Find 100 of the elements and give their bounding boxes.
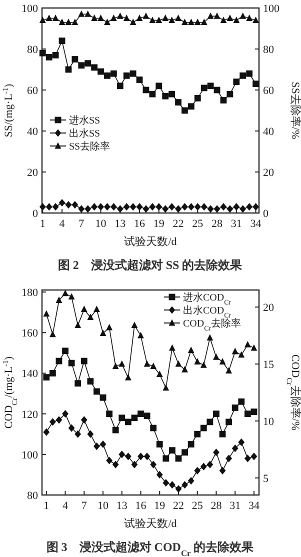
point <box>232 404 238 411</box>
point <box>46 14 52 21</box>
point <box>56 416 62 424</box>
y-tick-label: 120 <box>22 408 38 421</box>
point <box>94 442 100 450</box>
point <box>194 203 201 211</box>
point <box>213 448 220 456</box>
y-tick-label: 180 <box>22 287 38 300</box>
point <box>84 10 92 17</box>
point <box>226 205 234 213</box>
y-tick-label: 40 <box>27 126 38 138</box>
point <box>58 38 66 44</box>
point <box>149 90 156 98</box>
y2-axis-title: SS去除率/% <box>289 82 301 140</box>
point <box>106 456 112 464</box>
point <box>226 418 232 426</box>
point <box>188 103 194 110</box>
point <box>130 18 136 26</box>
point <box>200 361 207 368</box>
point <box>220 97 227 104</box>
point <box>43 374 50 380</box>
point <box>220 16 227 23</box>
x-tick-label: 28 <box>212 218 224 230</box>
point <box>168 90 176 98</box>
point <box>194 95 201 102</box>
point <box>98 68 104 75</box>
point <box>200 462 207 470</box>
point <box>232 444 238 452</box>
point <box>244 454 251 462</box>
point <box>80 358 88 364</box>
point <box>74 322 82 328</box>
point <box>130 70 136 77</box>
x-tick-label: 1 <box>44 500 50 512</box>
point <box>156 82 162 90</box>
point <box>200 203 208 211</box>
x-tick-label: 13 <box>114 218 126 230</box>
point <box>169 344 176 351</box>
point <box>118 414 126 422</box>
point <box>62 410 68 418</box>
y2-tick-label: 15 <box>263 359 274 372</box>
point <box>233 78 240 85</box>
y-tick-label: 160 <box>22 328 38 340</box>
point <box>169 447 176 454</box>
legend-label: 出水SS <box>69 128 100 140</box>
point <box>49 330 56 338</box>
point <box>136 14 143 21</box>
point <box>123 14 130 21</box>
point <box>207 205 214 213</box>
point <box>182 107 188 114</box>
point <box>58 198 66 207</box>
point <box>214 12 220 19</box>
point <box>123 72 130 79</box>
point <box>162 205 169 213</box>
point <box>56 296 62 303</box>
point <box>233 16 240 23</box>
point <box>175 485 182 493</box>
point <box>116 12 124 19</box>
point <box>175 14 182 21</box>
point <box>213 410 220 418</box>
point <box>94 306 100 312</box>
point <box>219 466 226 474</box>
point <box>194 430 201 438</box>
legend-label: 出水COD$_{Cr}$ <box>183 304 232 320</box>
point <box>49 370 56 376</box>
x-tick-label: 34 <box>250 218 262 230</box>
x-tick-label: 10 <box>95 218 107 230</box>
point <box>78 10 85 17</box>
point <box>156 370 163 377</box>
point <box>207 82 214 90</box>
point <box>136 203 143 211</box>
point <box>110 14 117 21</box>
point <box>94 388 100 395</box>
point <box>110 203 117 211</box>
point <box>238 398 245 405</box>
point <box>144 412 150 420</box>
point <box>39 16 46 23</box>
point <box>162 455 170 462</box>
x-tick-label: 10 <box>98 500 110 512</box>
point <box>188 346 194 354</box>
x-tick-label: 16 <box>135 500 147 512</box>
point <box>72 201 78 209</box>
point <box>39 203 46 211</box>
point <box>110 70 117 77</box>
point <box>80 416 88 424</box>
x-tick-label: 13 <box>116 500 128 512</box>
point <box>233 203 240 211</box>
x-tick-label: 1 <box>40 218 46 230</box>
y2-tick-label: 10 <box>263 416 274 428</box>
point <box>49 418 56 426</box>
y-tick-label: 0 <box>32 208 38 220</box>
point <box>200 18 208 26</box>
point <box>104 18 110 26</box>
point <box>244 410 251 418</box>
x-tick-label: 7 <box>81 500 88 512</box>
point <box>124 452 132 460</box>
point <box>149 203 156 211</box>
point <box>188 441 194 448</box>
x-tick-label: 22 <box>172 500 184 512</box>
point <box>188 203 194 211</box>
point <box>116 205 124 213</box>
